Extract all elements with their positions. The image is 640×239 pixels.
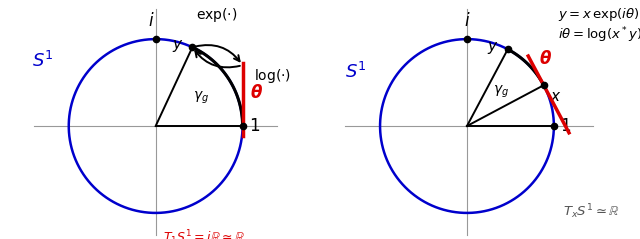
- Text: $\boldsymbol{\theta}$: $\boldsymbol{\theta}$: [539, 50, 552, 68]
- Text: $\boldsymbol{\theta}$: $\boldsymbol{\theta}$: [250, 84, 263, 102]
- Text: $i$: $i$: [148, 12, 155, 30]
- Text: $T_1S^1 = i\mathbb{R} \simeq \mathbb{R}$: $T_1S^1 = i\mathbb{R} \simeq \mathbb{R}$: [163, 228, 244, 239]
- Text: $\mathrm{exp}(\cdot)$: $\mathrm{exp}(\cdot)$: [196, 6, 237, 24]
- Text: $1$: $1$: [560, 118, 571, 135]
- Text: $S^1$: $S^1$: [32, 51, 54, 71]
- Text: $\gamma_g$: $\gamma_g$: [493, 84, 509, 100]
- Text: $i$: $i$: [464, 12, 470, 30]
- Text: $i\theta = \mathrm{log}(x^*y)$: $i\theta = \mathrm{log}(x^*y)$: [558, 25, 640, 44]
- Text: $y = x\,\mathrm{exp}(i\theta)$: $y = x\,\mathrm{exp}(i\theta)$: [558, 6, 640, 23]
- Text: $1$: $1$: [249, 118, 260, 135]
- Text: $\gamma_g$: $\gamma_g$: [193, 89, 209, 106]
- Text: $x$: $x$: [550, 90, 561, 103]
- Text: $\mathrm{log}(\cdot)$: $\mathrm{log}(\cdot)$: [254, 67, 291, 85]
- Text: $y$: $y$: [172, 38, 184, 54]
- Text: $T_xS^1 \simeq \mathbb{R}$: $T_xS^1 \simeq \mathbb{R}$: [563, 202, 620, 221]
- Text: $S^1$: $S^1$: [345, 62, 367, 82]
- Text: $y$: $y$: [488, 39, 499, 55]
